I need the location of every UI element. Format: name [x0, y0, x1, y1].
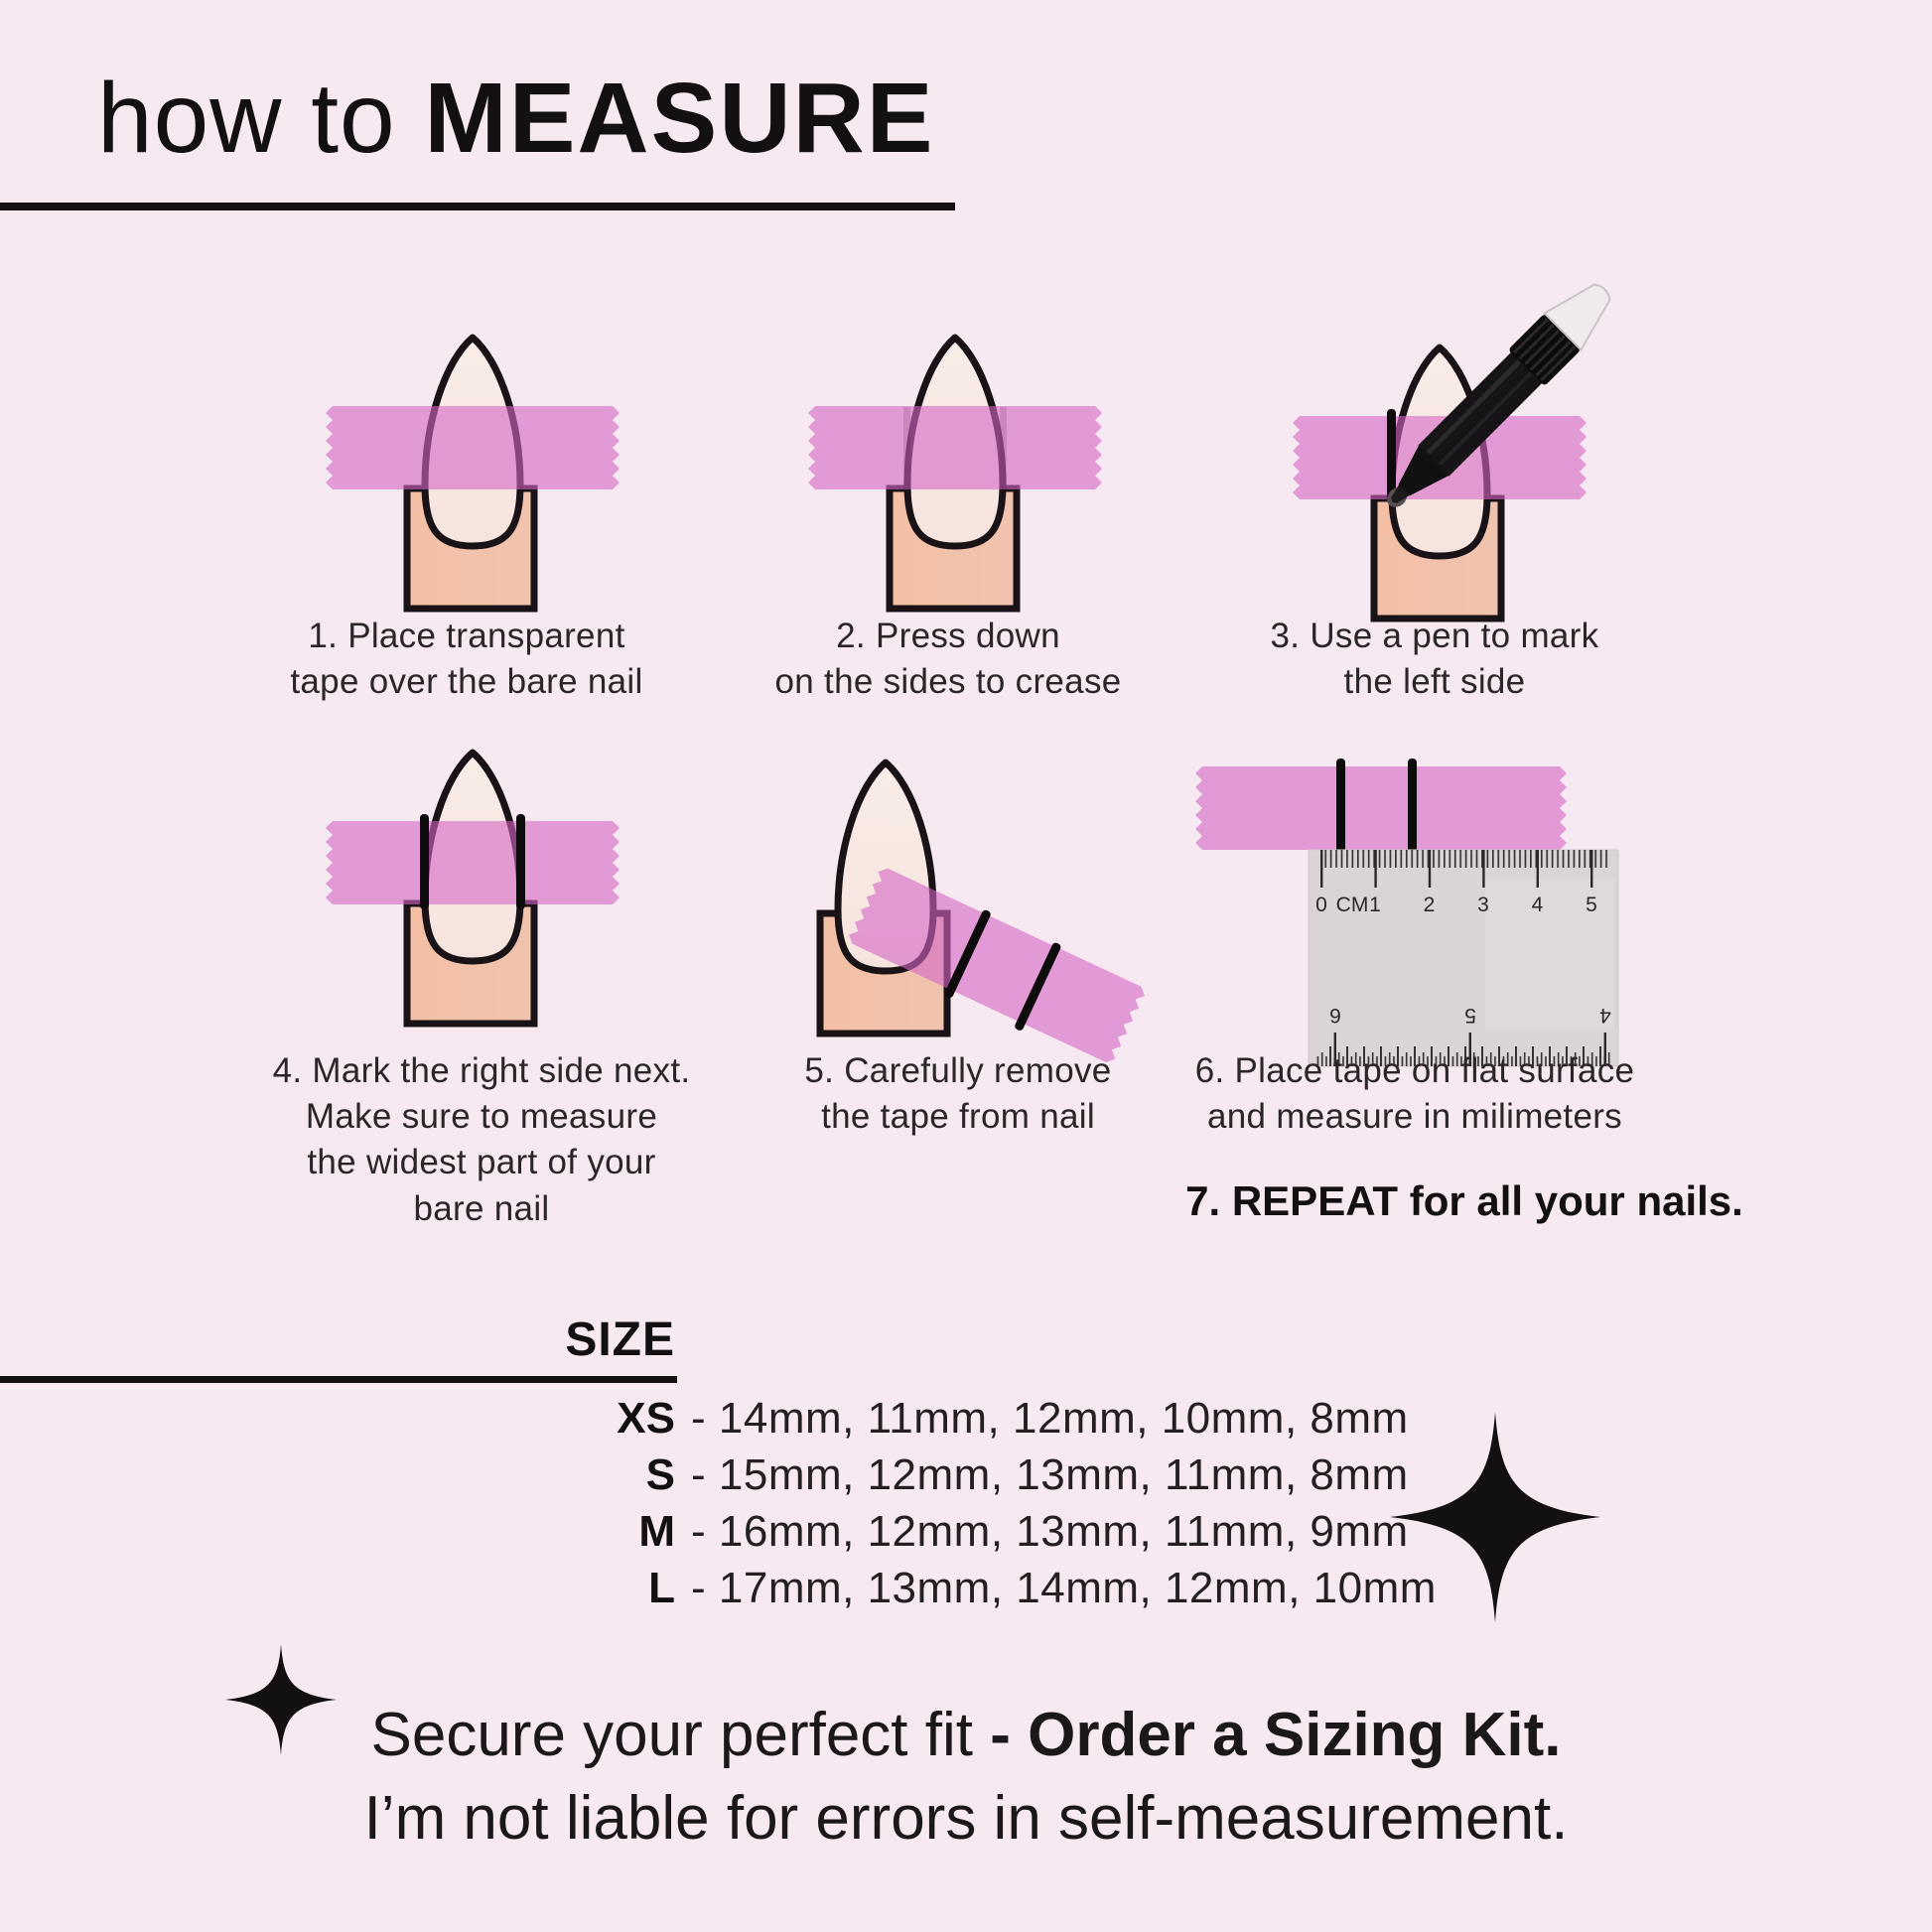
tape-icon	[326, 406, 620, 489]
step3-caption: 3. Use a pen to mark the left side	[1270, 617, 1599, 702]
tape-icon	[808, 406, 1102, 489]
right-pen-mark	[1408, 759, 1417, 858]
ruler-label-inverted: 4	[1599, 1004, 1611, 1027]
footer-line2: I’m not liable for errors in self-measur…	[363, 1784, 1569, 1853]
left-pen-mark	[1387, 409, 1396, 504]
tape-crease-right	[1000, 407, 1007, 489]
size-row-xs: XS - 14mm, 11mm, 12mm, 10mm, 8mm	[0, 1394, 1932, 1450]
marker-pen-icon	[1387, 283, 1611, 507]
step2-nail-diagram	[808, 328, 1102, 625]
step5-nail-diagram	[737, 743, 1148, 1065]
size-values: - 17mm, 13mm, 14mm, 12mm, 10mm	[691, 1564, 1437, 1612]
footer-line1: Secure your perfect fit - Order a Sizing…	[0, 1700, 1932, 1770]
tape-icon	[326, 821, 620, 904]
step3-nail-diagram	[1293, 283, 1611, 637]
size-values: - 16mm, 12mm, 13mm, 11mm, 9mm	[691, 1507, 1409, 1556]
page-title: how to MEASURE	[97, 62, 934, 176]
size-row-s: S - 15mm, 12mm, 13mm, 11mm, 8mm	[0, 1450, 1932, 1507]
title-light: how to	[97, 63, 425, 174]
step2-caption: 2. Press down on the sides to crease	[774, 617, 1122, 702]
size-label: S	[645, 1450, 675, 1499]
sparkle-icon	[1390, 1412, 1600, 1622]
size-label: L	[648, 1564, 675, 1612]
size-underline	[0, 1376, 677, 1383]
left-pen-mark	[1336, 759, 1345, 858]
left-pen-mark	[944, 909, 991, 998]
size-table: XS - 14mm, 11mm, 12mm, 10mm, 8mm S - 15m…	[0, 1394, 1932, 1620]
step5-caption: 5. Carefully remove the tape from nail	[804, 1051, 1112, 1137]
step6-measure-diagram: 0 CM 1 2 3 4 5 6 5 4	[1195, 759, 1619, 1067]
size-label: M	[638, 1507, 675, 1556]
tape-icon	[1195, 766, 1567, 850]
ruler-label-inverted: 5	[1464, 1004, 1476, 1027]
step1-nail-diagram	[326, 328, 620, 625]
ruler-label: 2	[1424, 894, 1436, 916]
ruler-label: 0	[1315, 894, 1327, 916]
right-pen-mark	[1015, 942, 1061, 1031]
ruler-label: CM	[1336, 894, 1369, 916]
ruler-label: 5	[1586, 894, 1597, 916]
step1-caption: 1. Place transparent tape over the bare …	[290, 617, 643, 702]
size-values: - 15mm, 12mm, 13mm, 11mm, 8mm	[691, 1450, 1409, 1499]
ruler-label-inverted: 6	[1329, 1004, 1341, 1027]
title-underline	[0, 203, 955, 210]
right-pen-mark	[516, 814, 525, 909]
step6-caption: 6. Place tape on flat surface and measur…	[1194, 1051, 1635, 1137]
removed-tape-icon	[846, 865, 1148, 1065]
ruler-label: 1	[1369, 894, 1381, 916]
size-row-m: M - 16mm, 12mm, 13mm, 11mm, 9mm	[0, 1507, 1932, 1564]
left-pen-mark	[420, 814, 429, 909]
tape-crease-left	[903, 407, 910, 489]
size-heading: SIZE	[565, 1313, 675, 1366]
step4-nail-diagram	[326, 743, 620, 1040]
step7-text: 7. REPEAT for all your nails.	[1185, 1177, 1743, 1224]
footer-line1-normal: Secure your perfect fit	[370, 1701, 991, 1769]
size-label: XS	[617, 1394, 675, 1443]
footer-line1-bold: - Order a Sizing Kit.	[990, 1701, 1562, 1769]
ruler-label: 4	[1532, 894, 1544, 916]
step4-caption: 4. Mark the right side next. Make sure t…	[272, 1051, 691, 1228]
ruler-icon: 0 CM 1 2 3 4 5 6 5 4	[1308, 849, 1619, 1067]
ruler-label: 3	[1477, 894, 1489, 916]
size-row-l: L - 17mm, 13mm, 14mm, 12mm, 10mm	[0, 1564, 1932, 1620]
title-bold: MEASURE	[424, 63, 935, 174]
size-values: - 14mm, 11mm, 12mm, 10mm, 8mm	[691, 1394, 1409, 1443]
